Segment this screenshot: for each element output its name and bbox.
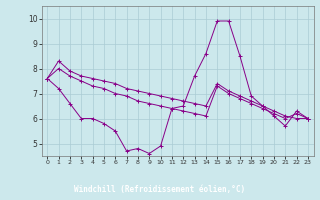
Text: Windchill (Refroidissement éolien,°C): Windchill (Refroidissement éolien,°C) [75,185,245,194]
